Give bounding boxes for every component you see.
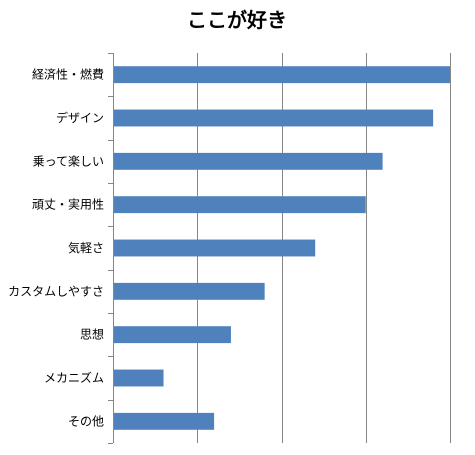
bar (114, 412, 215, 430)
bar (114, 109, 434, 127)
category-label: 乗って楽しい (33, 154, 104, 168)
bars (114, 66, 450, 430)
category-label: 気軽さ (68, 240, 104, 255)
category-label: メカニズム (44, 370, 104, 385)
chart-title: ここが好き (187, 8, 287, 32)
category-label: カスタムしやすさ (8, 284, 104, 298)
category-label: その他 (68, 414, 104, 428)
category-label: デザイン (56, 110, 104, 125)
category-axis (108, 53, 114, 444)
bar (114, 66, 450, 84)
bar (114, 326, 231, 344)
bar (114, 282, 265, 300)
category-label: 思想 (80, 327, 104, 342)
bar (114, 196, 366, 214)
bar (114, 239, 316, 257)
bar (114, 152, 383, 170)
bar (114, 369, 164, 387)
category-labels: 経済性・燃費デザイン乗って楽しい頑丈・実用性気軽さカスタムしやすさ思想メカニズム… (8, 67, 104, 429)
category-label: 経済性・燃費 (32, 67, 104, 82)
category-label: 頑丈・実用性 (32, 197, 104, 212)
